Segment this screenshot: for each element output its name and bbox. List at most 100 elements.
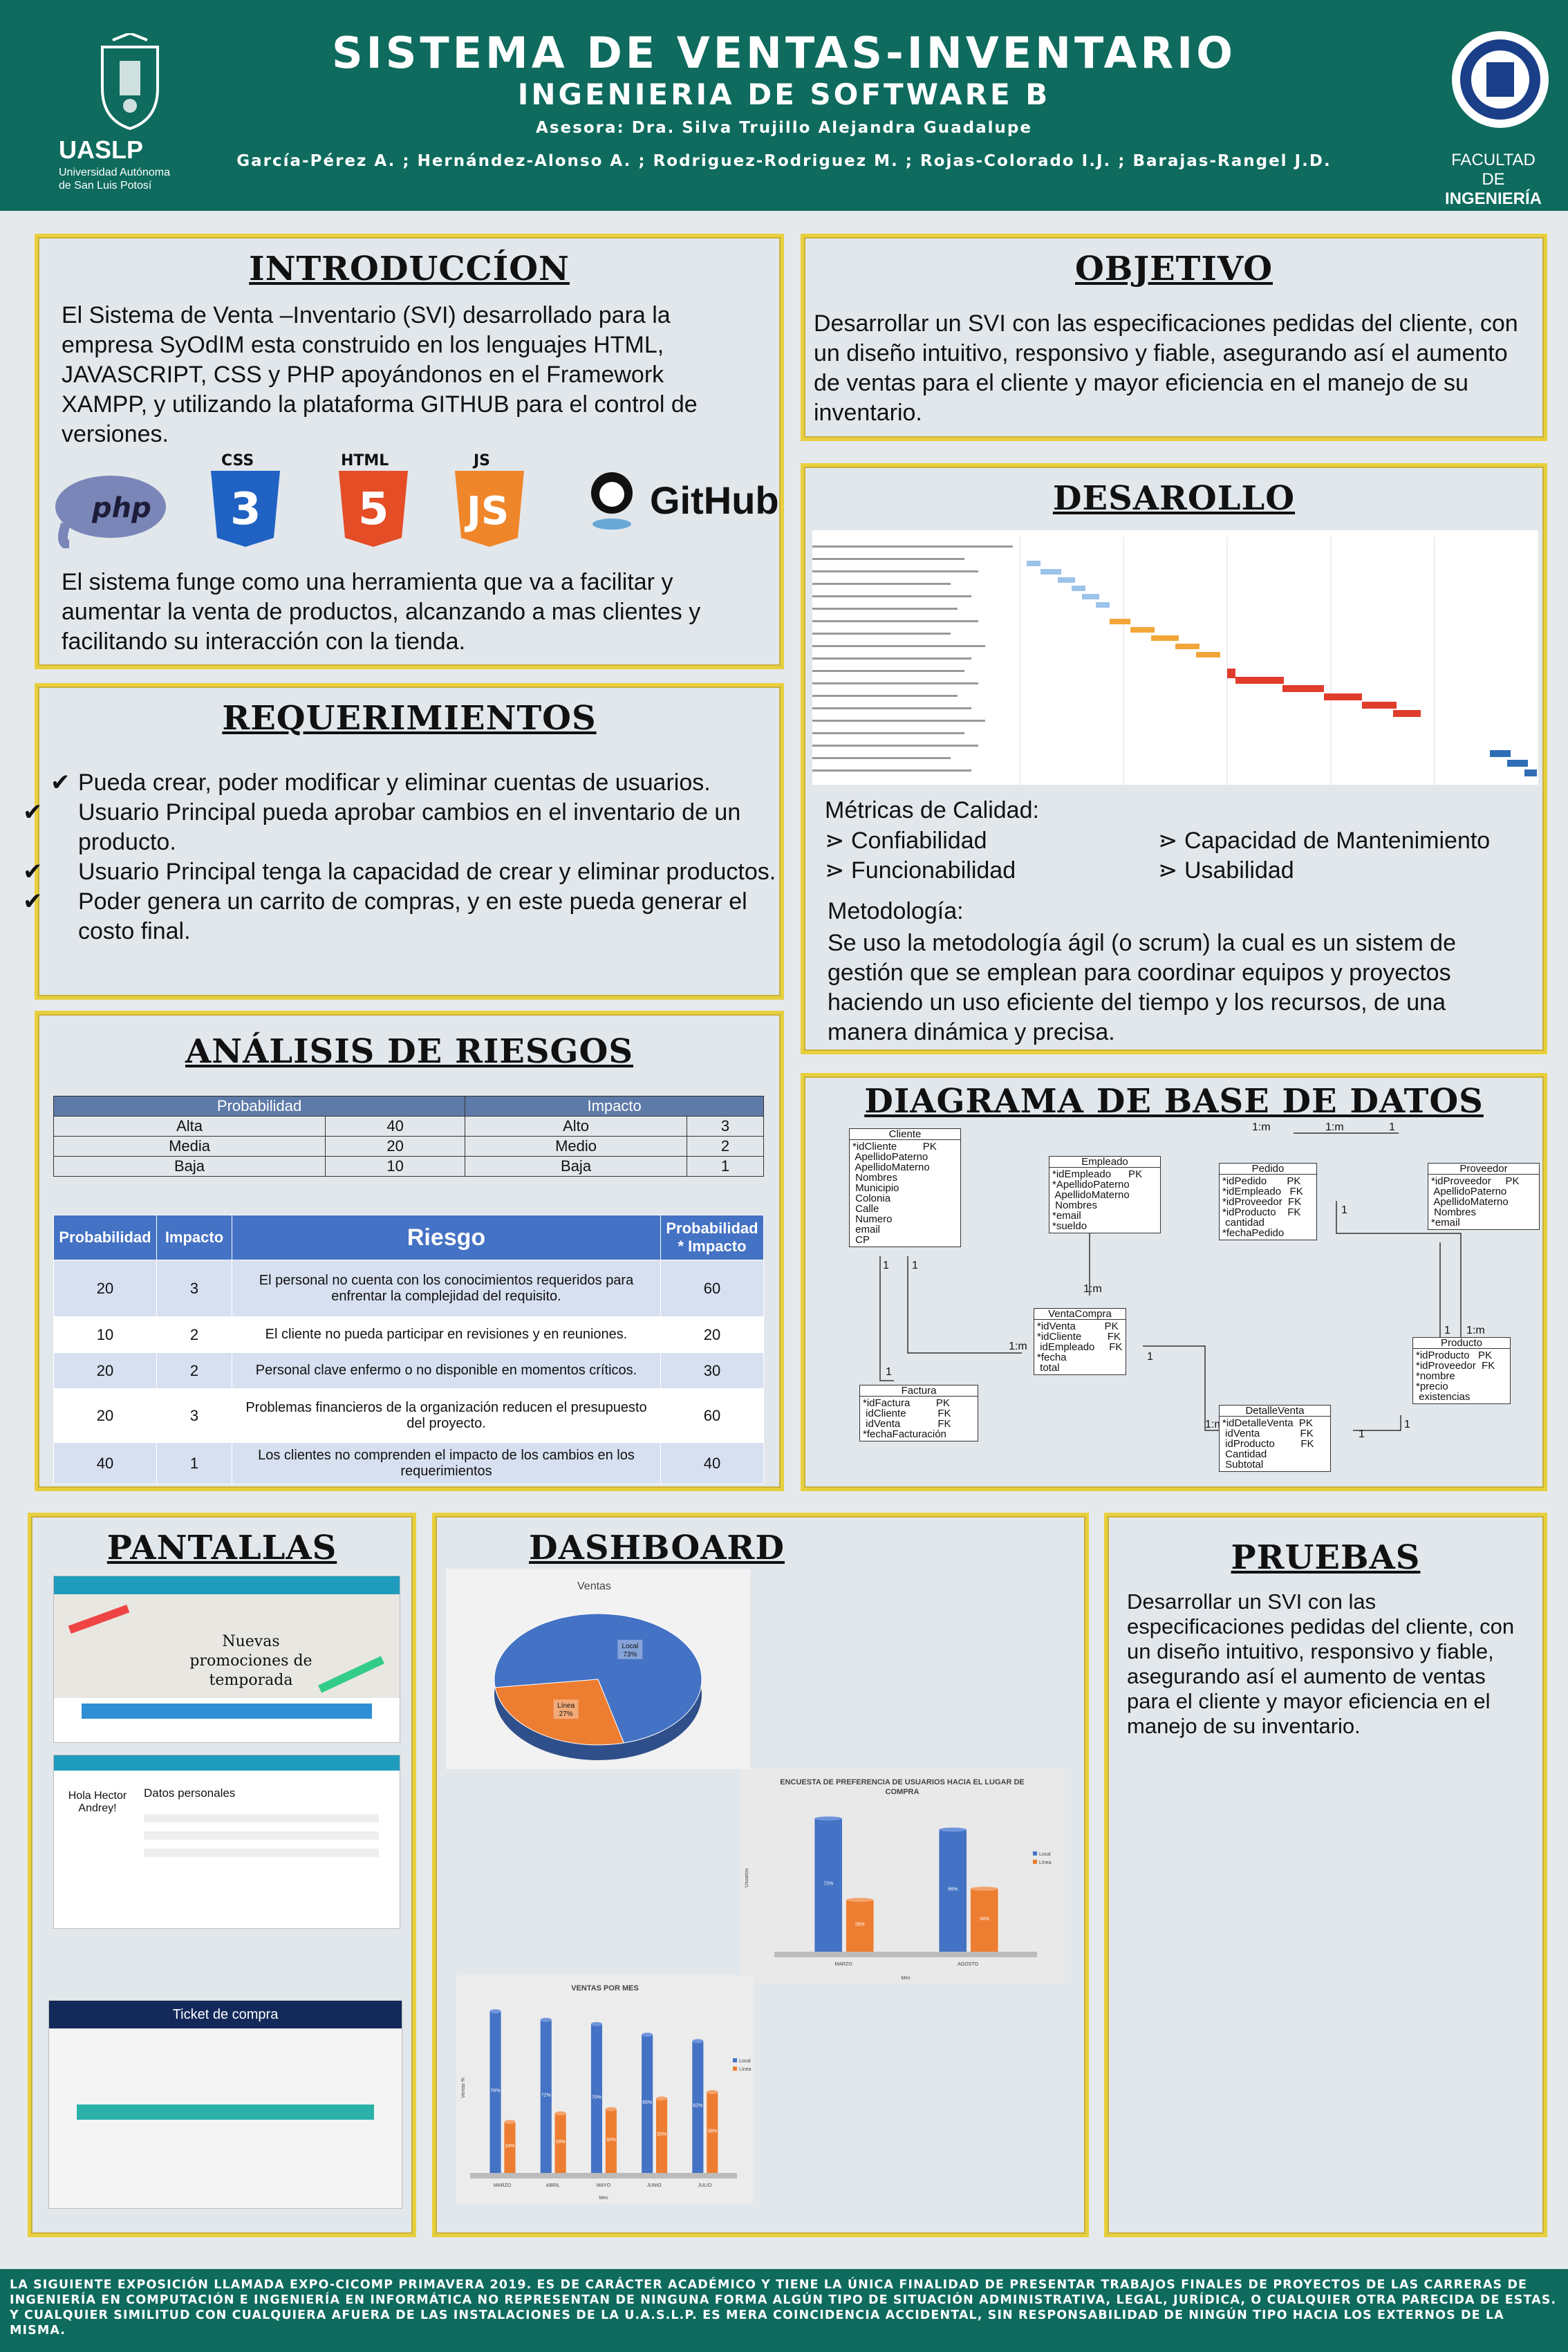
bar [814, 1818, 842, 1952]
bar [489, 2011, 501, 2173]
bar [504, 2122, 516, 2173]
checkmark-icon: ✔ [23, 799, 43, 825]
bar-chart-preferencia: ENCUESTA DE PREFERENCIA DE USUARIOS HACI… [740, 1769, 1065, 1984]
bar [605, 2109, 617, 2173]
checkmark-icon: ✔ [23, 888, 43, 915]
chart-title: Ventas [577, 1580, 611, 1592]
bar-cap [489, 2009, 501, 2014]
bar-cap [590, 2022, 602, 2026]
bar-chart-ventas-mes: VENTAS POR MES 76% 24% MARZO 72% 28% ABRIL 70% 3… [456, 1975, 754, 2203]
uaslp-shield-icon [101, 33, 159, 130]
screenshot-banner: Nuevas promociones de temporada [54, 1594, 400, 1698]
screenshot-navbar [54, 1576, 400, 1594]
facultad-logo-text: FACULTAD DE INGENIERÍA [1444, 151, 1542, 208]
intro-panel: INTRODUCCÍON El Sistema de Venta –Invent… [35, 234, 784, 669]
table-row: 10 2 El cliente no pueda participar en rev… [53, 1316, 764, 1353]
pie-slice [494, 1613, 702, 1744]
svg-text:1: 1 [883, 1260, 889, 1271]
chart-floor [774, 1952, 1037, 1957]
tick-label: MARZO [834, 1962, 852, 1967]
svg-text:1: 1 [886, 1366, 892, 1378]
tick-label: JULIO [698, 2183, 711, 2188]
er-entity-producto: Producto *idProducto PK *idProveedor FK *… [1412, 1337, 1511, 1404]
data-label: 73% [623, 1651, 637, 1659]
promo-text: Nuevas promociones de temporada [189, 1633, 312, 1689]
table-row: Baja 10 Baja 1 [53, 1156, 765, 1177]
dashboard-title: DASHBOARD [529, 1529, 785, 1567]
svg-text:1: 1 [912, 1260, 918, 1271]
table-row: 20 3 Problemas financieros de la organizac… [53, 1388, 764, 1443]
gantt-chart [812, 530, 1538, 785]
axis-label: Mes [599, 2196, 608, 2201]
bar-cap [707, 2090, 718, 2095]
bar-cap [504, 2120, 516, 2125]
data-label: Local [622, 1643, 638, 1650]
riesgos-title: ANÁLISIS DE RIESGOS [185, 1032, 634, 1071]
metrica-item: ⋗ Capacidad de Mantenimiento [1158, 828, 1491, 854]
er-entity-proveedor: Proveedor *idProveedor PK ApellidoPaterno… [1428, 1163, 1540, 1230]
chevron-right-icon: ⋗ [825, 857, 851, 884]
php-elephant-icon: php [55, 476, 166, 548]
legend-entry: Local [1039, 1852, 1051, 1857]
chart-title: VENTAS POR MES [571, 1984, 639, 1992]
legend-entry: Local [739, 2059, 751, 2064]
checkmark-icon: ✔ [50, 769, 71, 796]
svg-text:1:m: 1:m [1325, 1121, 1344, 1133]
uaslp-logo-text: UASLP [59, 136, 144, 164]
github-logo-icon: GitHub [591, 472, 779, 530]
riesgos-panel: ANÁLISIS DE RIESGOS Probabilidad Impacto … [35, 1011, 784, 1491]
data-label: 72% [823, 1882, 833, 1887]
bar-cap [540, 2017, 552, 2022]
bar [642, 2035, 653, 2173]
bar [656, 2098, 668, 2173]
legend-swatch [1033, 1851, 1037, 1856]
er-entity-pedido: Pedido *idPedido PK *idEmpleado FK *idPro… [1219, 1163, 1317, 1240]
bar-cap [814, 1816, 842, 1821]
data-label: 76% [491, 2089, 501, 2093]
legend-entry: Línea [1039, 1860, 1052, 1865]
legend-swatch [733, 2066, 737, 2071]
metrica-item: ⋗ Usabilidad [1158, 857, 1294, 884]
intro-paragraph-2: El sistema funge como una herramienta qu… [62, 569, 701, 655]
data-label: 24% [505, 2144, 514, 2149]
metodologia-text: Se uso la metodología ágil (o scrum) la … [828, 930, 1457, 1045]
authors: García-Pérez A. ; Hernández-Alonso A. ; … [236, 152, 1332, 170]
screenshot-profile: Hola Hector Andrey! Datos personales [53, 1755, 400, 1929]
svg-text:php: php [91, 492, 151, 524]
table-row: Alta 40 Alto 3 [53, 1116, 765, 1137]
risk-scale-table: Probabilidad Impacto Alta 40 Alto 3 Media 20 M… [53, 1096, 765, 1177]
svg-text:HTML: HTML [341, 452, 389, 469]
data-label: 62% [693, 2104, 702, 2109]
js-logo-icon: JS JS [455, 452, 524, 547]
advisor: Asesora: Dra. Silva Trujillo Alejandra G… [536, 119, 1032, 137]
svg-text:1: 1 [1404, 1419, 1410, 1430]
requerimientos-panel: REQUERIMIENTOS ✔ Pueda crear, poder modif… [23, 683, 784, 1000]
diagrama-panel: DIAGRAMA DE BASE DE DATOS 1 1 1:m 1 1:m … [801, 1073, 1547, 1491]
legend-swatch [733, 2058, 737, 2063]
svg-text:1:m: 1:m [1252, 1121, 1271, 1133]
svg-text:5: 5 [358, 484, 389, 535]
legend-entry: Línea [739, 2067, 752, 2072]
legend-swatch [1033, 1859, 1037, 1864]
svg-text:JS: JS [464, 489, 509, 534]
desarrollo-panel: DESAROLLO [801, 463, 1547, 1054]
er-entity-detalleventa: DetalleVenta *idDetalleVenta PK idVenta F… [1219, 1405, 1331, 1472]
er-entity-cliente: Cliente *idCliente PK ApellidoPaterno Ape… [849, 1128, 961, 1247]
disclaimer-footer: LA SIGUIENTE EXPOSICIÓN LLAMADA EXPO-CIC… [0, 2269, 1568, 2352]
bar-cap [554, 2111, 566, 2116]
chevron-right-icon: ⋗ [1158, 828, 1184, 854]
datos-personales-label: Datos personales [144, 1786, 236, 1800]
data-label: 27% [559, 1710, 573, 1718]
table-row: 40 1 Los clientes no comprenden el impacto… [53, 1442, 764, 1484]
svg-text:1: 1 [1341, 1204, 1347, 1216]
svg-text:1: 1 [1444, 1325, 1450, 1336]
data-label: 66% [948, 1887, 958, 1892]
bar [540, 2019, 552, 2173]
table-row: 20 3 El personal no cuenta con los conocim… [53, 1260, 764, 1317]
svg-text:1: 1 [1359, 1428, 1365, 1440]
metodologia-label: Metodología: [828, 898, 964, 924]
data-label: 30% [606, 2138, 616, 2143]
data-label-box [553, 1699, 579, 1719]
bar-cap [605, 2107, 617, 2111]
